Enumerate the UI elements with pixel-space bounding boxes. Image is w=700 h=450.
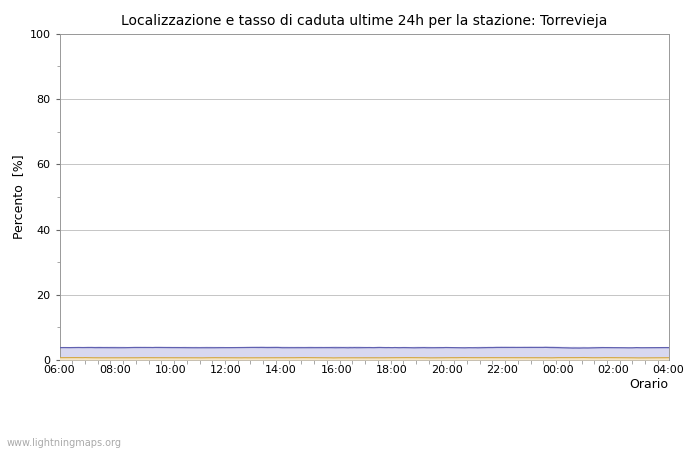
Title: Localizzazione e tasso di caduta ultime 24h per la stazione: Torrevieja: Localizzazione e tasso di caduta ultime …: [121, 14, 607, 28]
Text: Orario: Orario: [629, 378, 668, 391]
Y-axis label: Percento  [%]: Percento [%]: [13, 154, 25, 239]
Text: www.lightningmaps.org: www.lightningmaps.org: [7, 438, 122, 448]
